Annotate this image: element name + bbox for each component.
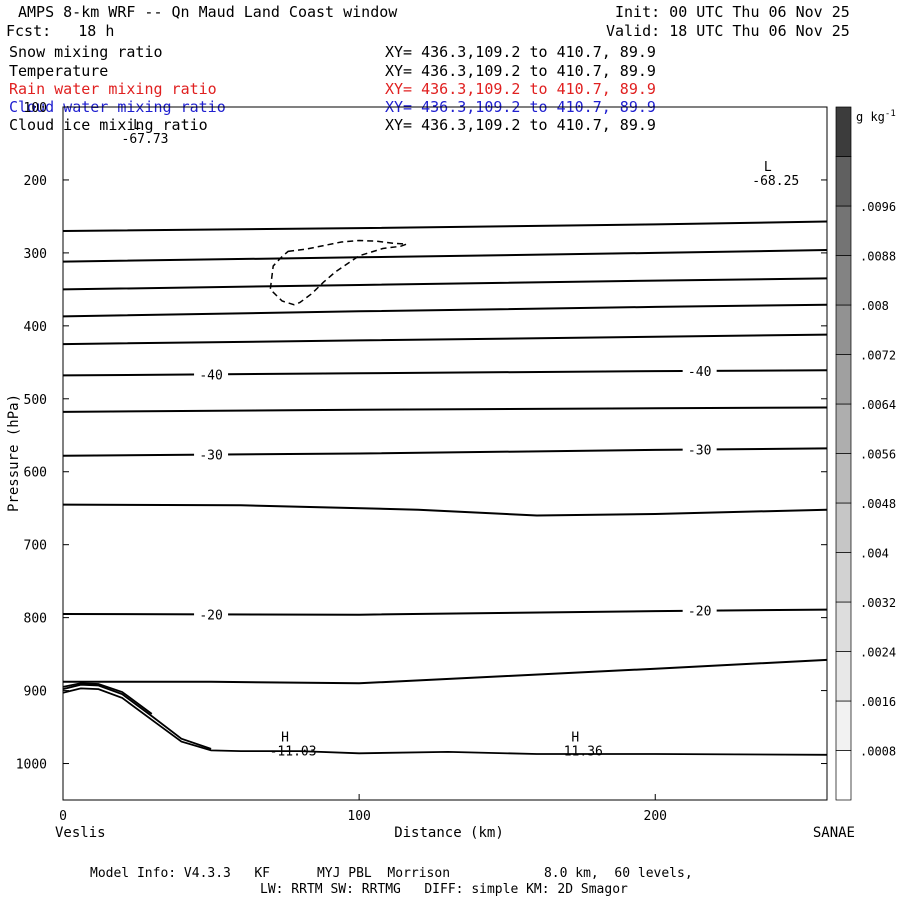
colorbar-label: .0072 xyxy=(860,349,896,363)
colorbar-segment xyxy=(835,255,852,306)
extremum-symbol: H xyxy=(571,731,579,746)
colorbar-label: .008 xyxy=(860,299,889,313)
extremum-symbol: H xyxy=(281,731,289,746)
model-info-line-2: LW: RRTM SW: RRTMG DIFF: simple KM: 2D S… xyxy=(260,882,628,897)
colorbar-unit: g kg-1 xyxy=(856,109,896,124)
extremum-value: -67.73 xyxy=(122,132,169,147)
temperature-contour-label: -40 xyxy=(199,368,222,383)
cloud-ice-contour xyxy=(269,239,407,306)
colorbar-label: .0008 xyxy=(860,745,896,759)
colorbar-label: .0096 xyxy=(860,200,896,214)
colorbar-label: .0064 xyxy=(860,398,896,412)
field-xy-cloud-ice: XY= 436.3,109.2 to 410.7, 89.9 xyxy=(385,116,656,134)
y-tick-label: 800 xyxy=(24,612,47,627)
extremum-value: -68.25 xyxy=(752,174,799,189)
terrain-line xyxy=(62,683,212,750)
temperature-contour xyxy=(62,303,828,318)
extremum-value: -11.03 xyxy=(270,745,317,760)
field-name-cloud-ice: Cloud ice mixing ratio xyxy=(9,116,208,134)
y-tick-label: 300 xyxy=(24,247,47,262)
init-time: Init: 00 UTC Thu 06 Nov 25 xyxy=(615,3,850,21)
temperature-contour xyxy=(62,277,828,291)
field-name-rain: Rain water mixing ratio xyxy=(9,80,217,98)
valid-time: Valid: 18 UTC Thu 06 Nov 25 xyxy=(606,22,850,40)
colorbar-segment xyxy=(835,156,852,207)
field-xy-temperature: XY= 436.3,109.2 to 410.7, 89.9 xyxy=(385,62,656,80)
extremum-symbol: L xyxy=(133,118,141,133)
y-tick-label: 700 xyxy=(24,539,47,554)
y-axis-label: Pressure (hPa) xyxy=(6,394,22,512)
colorbar-segment xyxy=(835,700,852,751)
colorbar-label: .0032 xyxy=(860,596,896,610)
contour-label-mask xyxy=(194,366,229,382)
temperature-contour xyxy=(63,658,828,685)
contour-label-mask xyxy=(682,602,717,618)
x-tick-label: 100 xyxy=(347,809,370,824)
colorbar-segment xyxy=(835,354,852,405)
extremum-value: 11.36 xyxy=(564,745,603,760)
y-tick-label: 600 xyxy=(24,466,47,481)
field-name-snow: Snow mixing ratio xyxy=(9,43,163,61)
y-tick-label: 100 xyxy=(24,101,47,116)
colorbar-label: .004 xyxy=(860,547,889,561)
colorbar-segment xyxy=(835,502,852,553)
contour-label-mask xyxy=(194,606,229,622)
contour-label-mask xyxy=(682,362,717,378)
colorbar-segment xyxy=(835,601,852,652)
temperature-contour-label: -20 xyxy=(688,605,711,620)
terrain-line xyxy=(62,682,153,715)
terrain-line xyxy=(62,687,828,756)
colorbar-segment xyxy=(835,453,852,504)
y-tick-label: 900 xyxy=(24,685,47,700)
temperature-contour xyxy=(62,503,828,517)
temperature-contour-label: -30 xyxy=(199,449,222,464)
y-tick-label: 500 xyxy=(24,393,47,408)
y-tick-label: 400 xyxy=(24,320,47,335)
model-info-line-1: Model Info: V4.3.3 KF MYJ PBL Morrison 8… xyxy=(90,866,693,881)
colorbar-segment xyxy=(835,552,852,603)
temperature-contour xyxy=(62,333,828,346)
field-xy-rain: XY= 436.3,109.2 to 410.7, 89.9 xyxy=(385,80,656,98)
plot-frame xyxy=(62,106,828,801)
extremum-symbol: L xyxy=(764,160,772,175)
field-xy-snow: XY= 436.3,109.2 to 410.7, 89.9 xyxy=(385,43,656,61)
temperature-contour-label: -30 xyxy=(688,443,711,458)
temperature-contour xyxy=(62,220,828,232)
colorbar-label: .0016 xyxy=(860,695,896,709)
colorbar-segment xyxy=(835,205,852,256)
colorbar-label: .0088 xyxy=(860,250,896,264)
x-tick-label: 0 xyxy=(59,809,67,824)
x-tick-label: 200 xyxy=(644,809,667,824)
temperature-contour xyxy=(62,249,828,263)
forecast-hour: Fcst: 18 h xyxy=(6,22,115,40)
colorbar-segment xyxy=(835,750,852,801)
colorbar-unit-exponent: -1 xyxy=(885,109,896,119)
contour-label-mask xyxy=(682,441,717,457)
temperature-contour-label: -20 xyxy=(199,608,222,623)
chart-title: AMPS 8-km WRF -- Qn Maud Land Coast wind… xyxy=(18,3,398,21)
y-tick-label: 200 xyxy=(24,174,47,189)
colorbar-label: .0024 xyxy=(860,646,896,660)
y-tick-label: 1000 xyxy=(16,758,47,773)
colorbar-label: .0048 xyxy=(860,497,896,511)
field-name-temperature: Temperature xyxy=(9,62,109,80)
colorbar-segment xyxy=(835,106,852,157)
colorbar-segment xyxy=(835,304,852,355)
colorbar-segment xyxy=(835,651,852,702)
x-axis-label: Distance (km) xyxy=(394,825,504,841)
temperature-contour xyxy=(62,406,828,413)
right-end-label: SANAE xyxy=(813,825,855,841)
colorbar-label: .0056 xyxy=(860,448,896,462)
left-end-label: Veslis xyxy=(55,825,106,841)
colorbar-segment xyxy=(835,403,852,454)
temperature-contour-label: -40 xyxy=(688,365,711,380)
contour-label-mask xyxy=(194,446,229,462)
